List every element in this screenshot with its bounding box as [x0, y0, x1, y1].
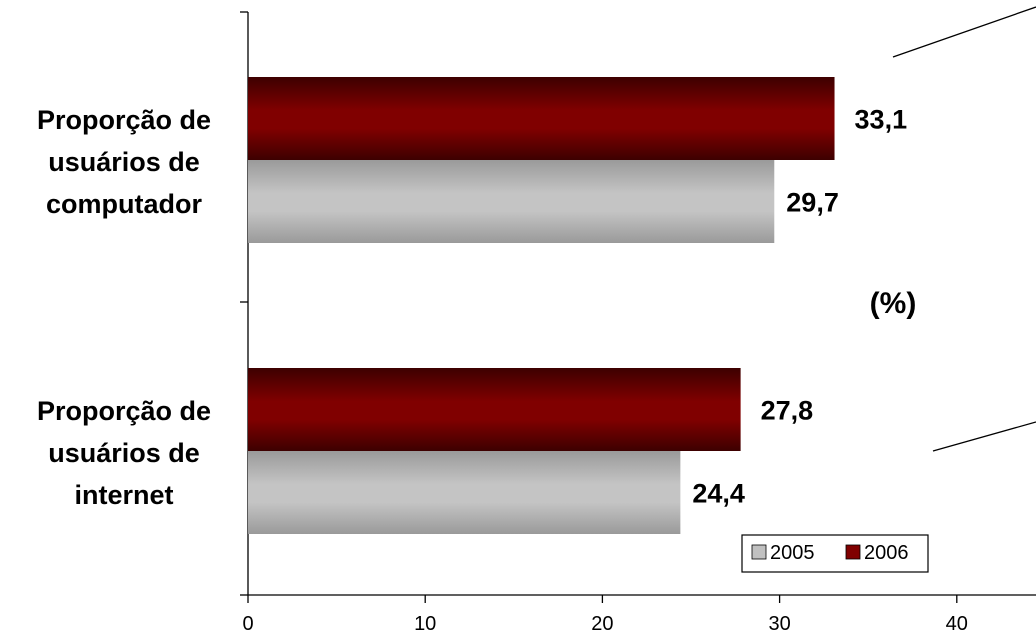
category-label: usuários de: [48, 147, 200, 177]
x-tick-label: 10: [414, 613, 436, 635]
data-label-2006: 33,1: [855, 105, 908, 135]
data-label-2005: 24,4: [692, 479, 745, 509]
legend-label-2005: 2005: [770, 542, 815, 564]
bar-2006: [248, 368, 741, 451]
x-tick-label: 40: [946, 613, 968, 635]
x-tick-label: 0: [242, 613, 253, 635]
x-tick-label: 20: [591, 613, 613, 635]
category-label: computador: [46, 189, 202, 219]
callout-line-bottom: [932, 421, 1036, 452]
category-label: Proporção de: [37, 105, 211, 135]
labels: 0 10 20 30 40 Proporção de usuários de computad…: [37, 105, 968, 636]
callout-line-top: [892, 6, 1036, 58]
data-label-2006: 27,8: [761, 396, 814, 426]
category-label: internet: [74, 480, 173, 510]
unit-label: (%): [870, 287, 917, 320]
data-label-2005: 29,7: [786, 188, 839, 218]
bar-2005: [248, 451, 681, 534]
bar-2005: [248, 160, 775, 243]
legend-swatch-2006: [845, 544, 861, 560]
bars: [248, 77, 835, 534]
category-label: Proporção de: [37, 396, 211, 426]
category-label: usuários de: [48, 438, 200, 468]
x-tick-label: 30: [768, 613, 790, 635]
legend-swatch-2005: [751, 544, 767, 560]
legend-box: [741, 534, 929, 573]
bar-2006: [248, 77, 835, 160]
legend: 2005 2006: [741, 534, 929, 573]
legend-label-2006: 2006: [864, 542, 909, 564]
